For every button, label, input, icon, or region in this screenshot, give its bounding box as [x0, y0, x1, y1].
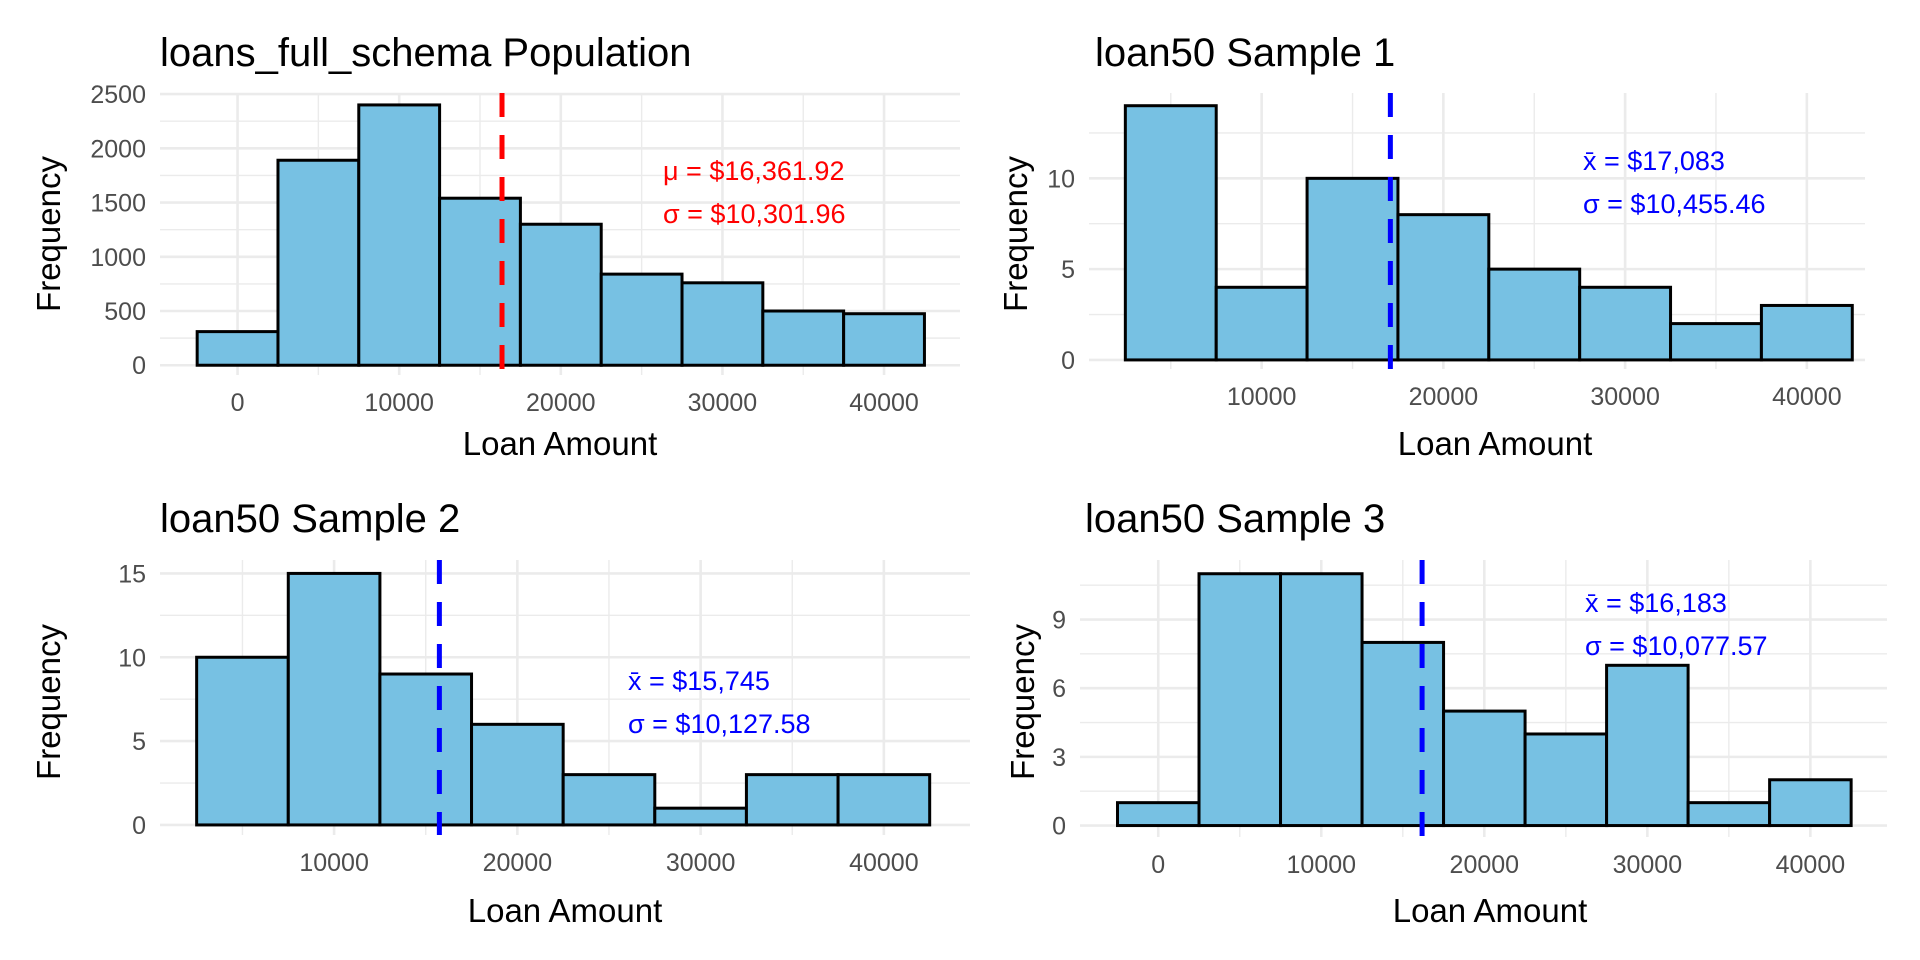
x-tick-label: 20000: [526, 389, 596, 417]
y-tick-label: 10: [118, 644, 146, 672]
y-tick-label: 9: [1052, 607, 1066, 635]
histogram-bar: [1305, 176, 1400, 362]
histogram-bar: [1197, 572, 1283, 828]
mean-annotation: x̄ = $17,083: [1583, 146, 1725, 176]
y-axis-title: Frequency: [30, 156, 67, 312]
x-tick-label: 10000: [299, 849, 369, 877]
x-tick-label: 30000: [688, 389, 758, 417]
histogram-bar: [1396, 213, 1491, 362]
x-tick-label: 20000: [1409, 383, 1479, 411]
y-tick-label: 1500: [90, 190, 146, 218]
histogram-bar: [1669, 322, 1763, 362]
x-tick-label: 0: [231, 389, 245, 417]
x-axis-title: Loan Amount: [1393, 892, 1588, 929]
chart-title: loan50 Sample 3: [1085, 497, 1385, 541]
sd-annotation: σ = $10,301.96: [663, 199, 846, 229]
x-tick-label: 30000: [666, 849, 736, 877]
x-tick-label: 20000: [1450, 851, 1520, 879]
x-axis-title: Loan Amount: [463, 425, 658, 462]
histogram-bar: [599, 272, 684, 367]
panel-population: loans_full_schema Population 0 500 1000 150…: [30, 31, 960, 462]
y-tick-label: 3: [1052, 744, 1066, 772]
panel-sample-3: loan50 Sample 3 0 3 6 9 0 10000 20000 30000 4000…: [1004, 497, 1887, 929]
histogram-bar: [1759, 303, 1854, 362]
x-tick-label: 40000: [849, 389, 919, 417]
sd-annotation: σ = $10,455.46: [1583, 189, 1766, 219]
histogram-bar: [518, 222, 603, 367]
mean-annotation: μ = $16,361.92: [663, 156, 844, 186]
histogram-bar: [378, 672, 474, 827]
sd-annotation: σ = $10,127.58: [628, 709, 811, 739]
y-tick-label: 6: [1052, 675, 1066, 703]
plot-area: 0 5 10 10000 20000 30000 40000 x̄ = $17,083 σ = …: [1047, 93, 1865, 411]
histogram-bar: [276, 158, 361, 367]
mean-annotation: x̄ = $15,745: [628, 666, 770, 696]
x-tick-label: 0: [1151, 851, 1165, 879]
chart-title: loans_full_schema Population: [160, 31, 691, 75]
histogram-bar: [1115, 801, 1201, 828]
y-tick-label: 0: [132, 352, 146, 380]
y-tick-label: 0: [132, 812, 146, 840]
x-tick-label: 40000: [1772, 383, 1842, 411]
histogram-bar: [744, 773, 840, 827]
histogram-bar: [1578, 285, 1673, 362]
histogram-bar: [1279, 572, 1364, 828]
histogram-bar: [1487, 267, 1582, 362]
x-tick-label: 10000: [364, 389, 434, 417]
plot-area: 0 3 6 9 0 10000 20000 30000 40000 x̄ = $16,183 σ =…: [1052, 560, 1887, 879]
y-tick-label: 0: [1061, 347, 1075, 375]
histogram-bar: [195, 330, 280, 367]
histogram-bar: [470, 722, 565, 827]
x-tick-label: 30000: [1613, 851, 1683, 879]
histogram-bar: [286, 571, 382, 827]
x-axis-title: Loan Amount: [1398, 425, 1593, 462]
y-tick-label: 15: [118, 560, 146, 588]
y-tick-label: 10: [1047, 165, 1075, 193]
histogram-bar: [836, 773, 932, 827]
histogram-bar: [1214, 285, 1309, 362]
y-axis-title: Frequency: [997, 156, 1034, 312]
sd-annotation: σ = $10,077.57: [1585, 631, 1768, 661]
x-axis-title: Loan Amount: [468, 892, 663, 929]
y-axis-title: Frequency: [1004, 624, 1041, 780]
y-tick-label: 500: [104, 298, 146, 326]
y-tick-label: 5: [1061, 256, 1075, 284]
y-tick-label: 5: [132, 728, 146, 756]
histogram-bar: [1442, 709, 1527, 828]
histogram-bar: [842, 312, 926, 367]
histogram-bar: [357, 103, 442, 367]
histogram-bar: [1686, 801, 1772, 828]
y-tick-label: 1000: [90, 244, 146, 272]
y-tick-label: 0: [1052, 813, 1066, 841]
histogram-bar: [438, 196, 522, 367]
histogram-bar: [1523, 732, 1609, 828]
y-tick-label: 2500: [90, 81, 146, 109]
x-tick-label: 40000: [1776, 851, 1846, 879]
panel-sample-2: loan50 Sample 2 0 5 10 15 10000 20000 30000 400…: [30, 497, 970, 929]
histogram-bar: [1360, 640, 1446, 828]
histogram-bar: [1768, 778, 1853, 828]
histogram-bar: [761, 309, 846, 367]
x-tick-label: 10000: [1287, 851, 1357, 879]
histogram-bar: [653, 806, 748, 827]
chart-title: loan50 Sample 2: [160, 497, 460, 541]
y-tick-label: 2000: [90, 135, 146, 163]
histogram-bar: [1605, 663, 1690, 828]
y-axis-title: Frequency: [30, 624, 67, 780]
x-tick-label: 10000: [1227, 383, 1297, 411]
mean-annotation: x̄ = $16,183: [1585, 588, 1727, 618]
x-tick-label: 40000: [849, 849, 919, 877]
histogram-bar: [561, 773, 657, 827]
histogram-bar: [1123, 104, 1218, 362]
plot-area: 0 500 1000 1500 2000 2500 0 10000 20000 30000 4000…: [90, 81, 960, 417]
x-tick-label: 30000: [1590, 383, 1660, 411]
x-tick-label: 20000: [483, 849, 553, 877]
panel-sample-1: loan50 Sample 1 0 5 10 10000 20000 30000 40000…: [997, 31, 1865, 462]
histogram-bar: [680, 281, 765, 367]
chart-title: loan50 Sample 1: [1095, 31, 1395, 75]
plot-area: 0 5 10 15 10000 20000 30000 40000 x̄ = $15,745 σ …: [118, 560, 970, 877]
histogram-bar: [195, 655, 290, 827]
